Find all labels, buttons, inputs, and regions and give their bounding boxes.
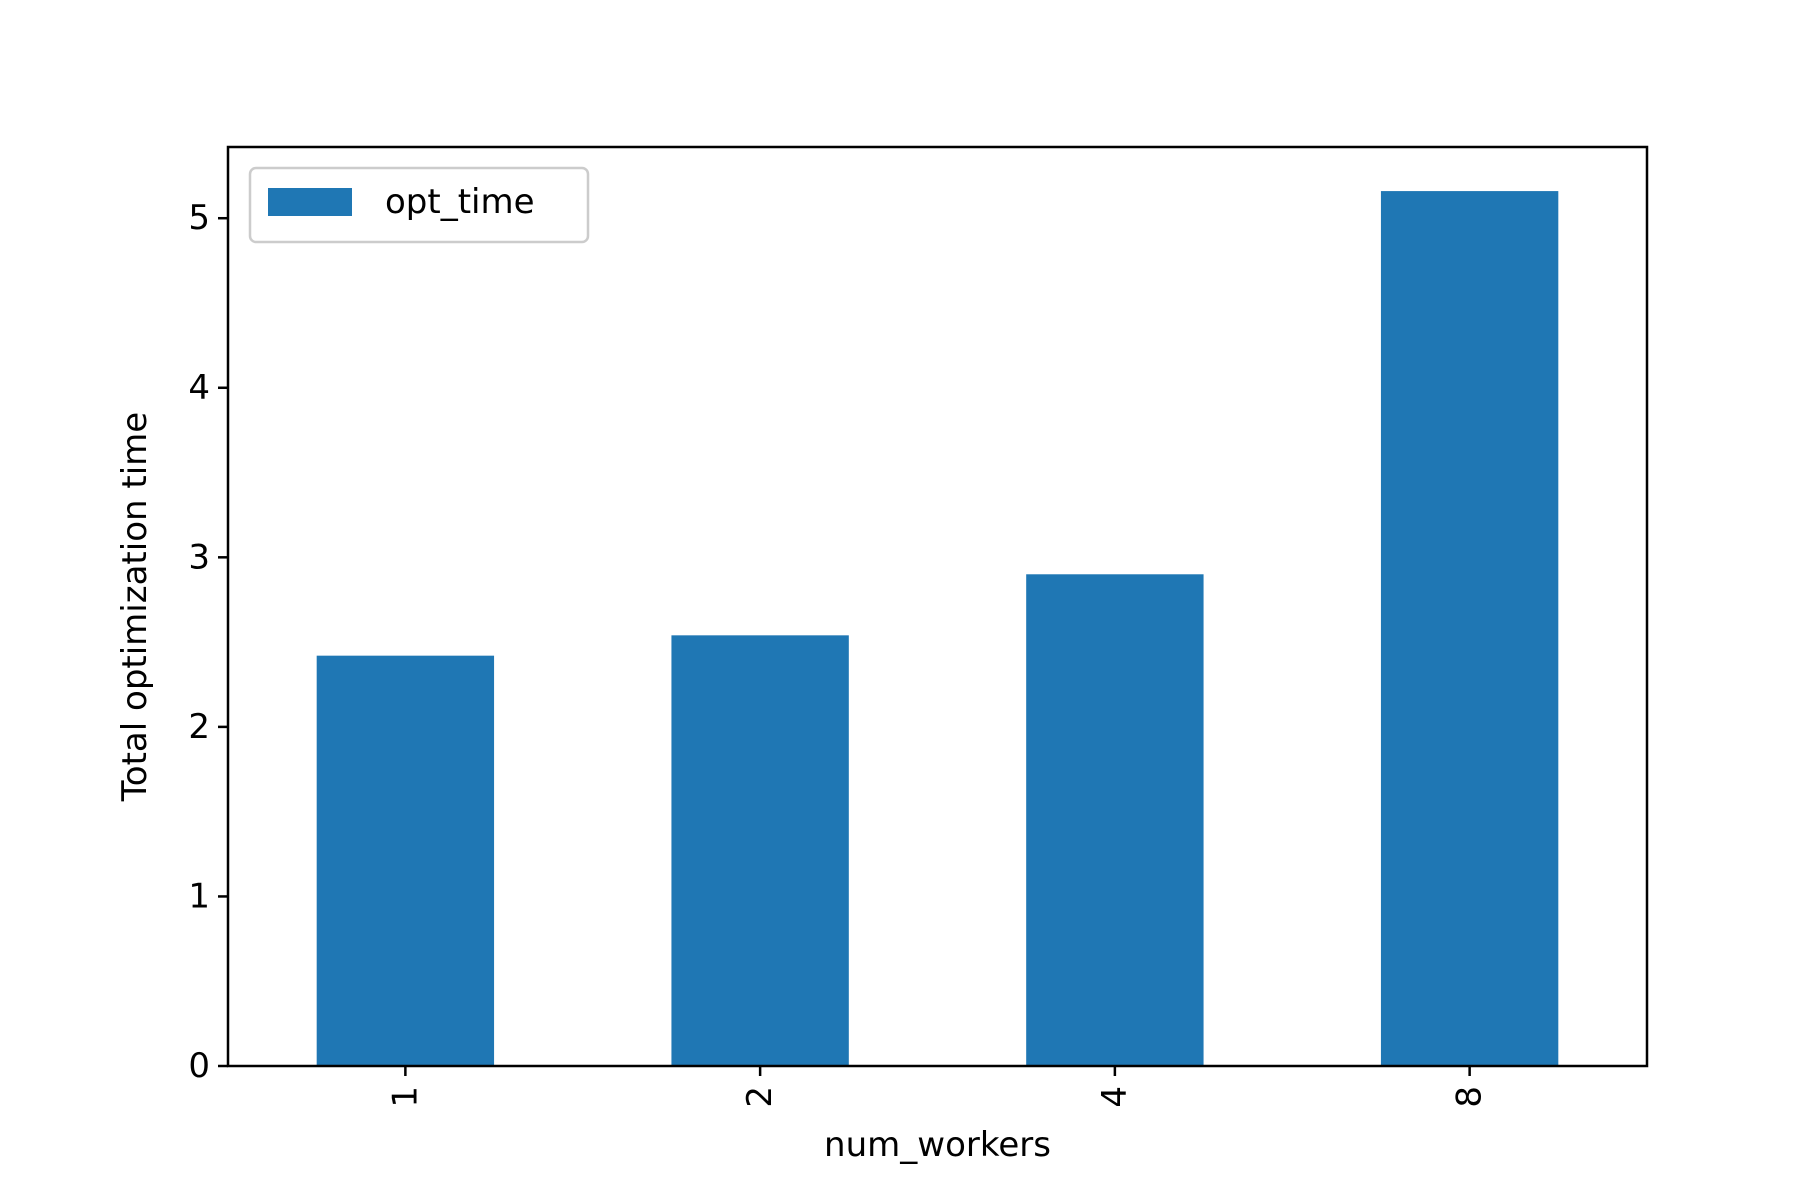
x-axis: 1 2 4 8 bbox=[385, 1066, 1490, 1108]
y-tick-label: 1 bbox=[188, 876, 210, 916]
x-tick-label: 8 bbox=[1450, 1086, 1490, 1108]
y-tick-label: 2 bbox=[188, 707, 210, 747]
y-tick-label: 0 bbox=[188, 1046, 210, 1086]
legend-label: opt_time bbox=[385, 182, 535, 222]
y-axis-label: Total optimization time bbox=[115, 412, 155, 802]
x-axis-label: num_workers bbox=[824, 1125, 1051, 1165]
bar-1 bbox=[316, 655, 495, 1066]
y-tick-label: 3 bbox=[188, 537, 210, 577]
legend: opt_time bbox=[248, 166, 590, 244]
bars-group bbox=[316, 191, 1559, 1067]
y-axis: 0 1 2 3 4 5 bbox=[188, 198, 228, 1086]
axes-frame bbox=[226, 145, 1649, 1068]
bar-4 bbox=[1026, 574, 1204, 1066]
x-tick-label: 4 bbox=[1095, 1086, 1135, 1108]
bar-8 bbox=[1380, 191, 1559, 1067]
x-tick-label: 2 bbox=[740, 1086, 780, 1108]
bar-2 bbox=[671, 635, 849, 1066]
y-tick-label: 5 bbox=[188, 198, 210, 238]
legend-swatch bbox=[268, 188, 352, 216]
y-tick-label: 4 bbox=[188, 368, 210, 408]
legend-box bbox=[248, 166, 590, 244]
x-tick-label: 1 bbox=[385, 1086, 425, 1108]
